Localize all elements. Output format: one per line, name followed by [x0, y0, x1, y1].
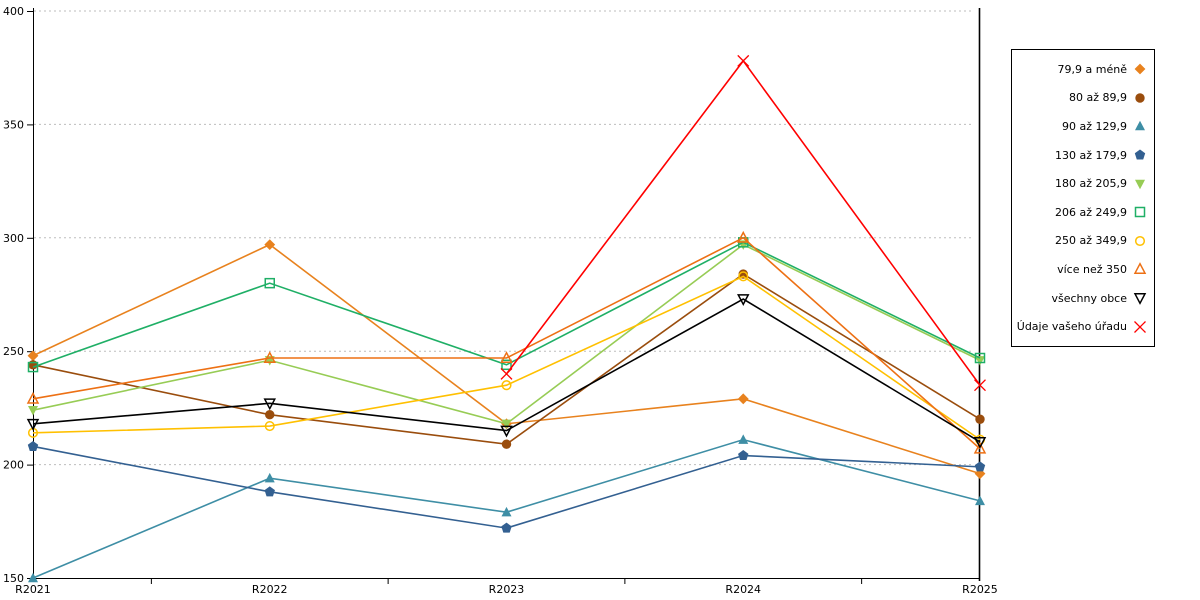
series-marker-6: [264, 420, 275, 432]
legend-label: 79,9 a méně: [1057, 62, 1127, 76]
series-marker-3: [27, 440, 39, 451]
series-marker-8: [973, 436, 987, 449]
y-tick-label: 350: [3, 118, 24, 131]
series-marker-3: [501, 522, 512, 533]
series-marker-3: [974, 461, 986, 472]
legend-item-6: 250 až 349,9: [1016, 234, 1148, 248]
x-legend-marker-icon: [1134, 320, 1146, 333]
series-line-7: [32, 236, 981, 450]
series-marker-2: [28, 572, 38, 583]
series-marker-8: [26, 418, 40, 431]
diamond-legend-marker-icon: [1134, 63, 1146, 75]
legend-label: 90 až 129,9: [1062, 119, 1127, 133]
pentagon-legend-marker-icon: [1134, 149, 1146, 160]
series-marker-5: [501, 359, 512, 371]
legend-item-8: všechny obce: [1016, 291, 1148, 305]
series-marker-5: [27, 361, 39, 373]
series-marker-0: [974, 468, 986, 480]
series-marker-2: [738, 434, 749, 444]
series-marker-8: [500, 425, 513, 438]
series-marker-1: [975, 414, 985, 424]
y-tick-label: 300: [3, 232, 24, 245]
series-marker-1: [738, 269, 748, 279]
series-marker-6: [501, 380, 512, 391]
series-marker-7: [500, 351, 513, 363]
series-line-9: [505, 59, 981, 386]
y-tick-label: 150: [3, 572, 24, 585]
x-tick-label: R2021: [15, 583, 51, 596]
legend-label: všechny obce: [1051, 291, 1127, 305]
legend-label: Údaje vašeho úřadu: [1016, 320, 1127, 334]
legend-item-1: 80 až 89,9: [1016, 91, 1148, 105]
x-tick-label: R2024: [725, 583, 761, 596]
series-marker-7: [973, 441, 987, 454]
legend-label: 206 až 249,9: [1055, 205, 1127, 219]
legend-label: 130 až 179,9: [1055, 148, 1127, 162]
series-marker-9: [737, 54, 750, 67]
series-line-8: [32, 298, 981, 443]
legend-label: více než 350: [1057, 262, 1127, 276]
legend-item-4: 180 až 205,9: [1016, 177, 1148, 191]
series-marker-8: [263, 398, 276, 411]
triangle-down-legend-marker-icon: [1135, 179, 1145, 189]
series-marker-3: [738, 450, 749, 461]
series-line-0: [32, 243, 981, 475]
square-legend-marker-icon: [1134, 207, 1146, 218]
x-tick-label: R2022: [252, 583, 288, 596]
legend-label: 250 až 349,9: [1055, 234, 1127, 248]
y-tick-label: 250: [3, 345, 24, 358]
series-marker-5: [264, 277, 275, 289]
legend-label: 180 až 205,9: [1055, 177, 1127, 191]
legend-item-3: 130 až 179,9: [1016, 148, 1148, 162]
series-marker-0: [27, 350, 39, 362]
x-tick-label: R2025: [962, 583, 998, 596]
legend-item-9: Údaje vašeho úřadu: [1016, 320, 1148, 334]
series-marker-2: [501, 506, 512, 517]
series-marker-2: [264, 472, 275, 483]
triangle-up-legend-marker-icon: [1135, 121, 1145, 131]
legend-label: 80 až 89,9: [1069, 91, 1127, 105]
y-tick-label: 400: [3, 5, 24, 18]
series-marker-1: [501, 439, 512, 449]
circle-legend-marker-icon: [1135, 93, 1145, 103]
series-marker-7: [263, 351, 276, 363]
series-marker-8: [737, 294, 750, 306]
circle-legend-marker-icon: [1134, 235, 1146, 246]
series-marker-2: [975, 495, 985, 506]
series-marker-4: [975, 356, 985, 366]
triangle-down-legend-marker-icon: [1133, 293, 1147, 305]
series-marker-1: [265, 410, 275, 420]
series-marker-1: [28, 360, 38, 370]
legend-item-5: 206 až 249,9: [1016, 205, 1148, 219]
series-marker-0: [737, 393, 749, 405]
series-marker-4: [28, 405, 38, 416]
series-marker-6: [738, 271, 749, 282]
legend: 79,9 a méně 80 až 89,9 90 až 129,9 130 až 1…: [1011, 49, 1155, 347]
legend-item-2: 90 až 129,9: [1016, 119, 1148, 133]
y-tick-label: 200: [3, 459, 24, 472]
series-line-5: [32, 241, 981, 368]
series-marker-7: [737, 230, 750, 243]
series-marker-3: [264, 486, 275, 497]
series-marker-9: [974, 379, 986, 392]
series-line-4: [32, 243, 981, 425]
series-marker-4: [501, 419, 512, 430]
triangle-up-legend-marker-icon: [1133, 262, 1147, 275]
series-line-6: [32, 275, 981, 441]
legend-item-7: více než 350: [1016, 262, 1148, 276]
series-marker-5: [974, 352, 986, 364]
series-marker-7: [26, 391, 40, 404]
legend-item-0: 79,9 a méně: [1016, 62, 1148, 76]
series-marker-9: [500, 367, 513, 380]
x-tick-label: R2023: [489, 583, 525, 596]
